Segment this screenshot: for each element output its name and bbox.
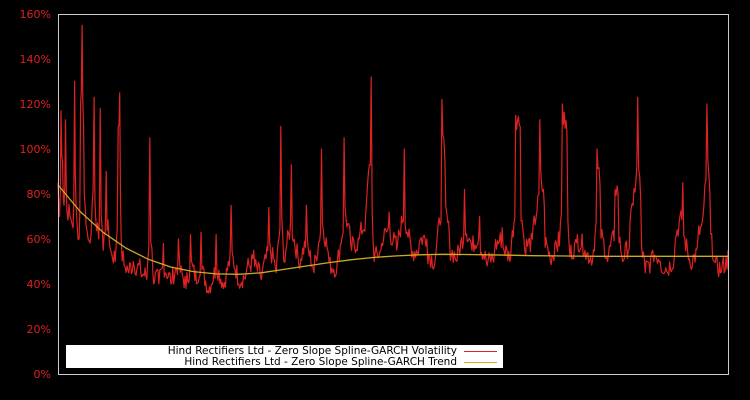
trend-line [57, 184, 728, 275]
y-tick-label: 140% [20, 53, 51, 66]
y-tick-label: 0% [34, 368, 51, 381]
y-axis-ticks: 0% 20% 40% 60% 80% 100% 120% 140% 160% [20, 8, 51, 381]
volatility-line [57, 24, 729, 294]
y-tick-label: 20% [27, 323, 51, 336]
legend-swatch-volatility [464, 351, 497, 352]
y-tick-label: 40% [27, 278, 51, 291]
legend-swatch-trend [464, 362, 497, 363]
y-tick-label: 80% [27, 188, 51, 201]
legend-item-trend-label: Hind Rectifiers Ltd - Zero Slope Spline-… [184, 356, 457, 368]
y-tick-label: 120% [20, 98, 51, 111]
series-layer [57, 24, 729, 294]
y-tick-label: 100% [20, 143, 51, 156]
y-tick-label: 160% [20, 8, 51, 21]
legend: Hind Rectifiers Ltd - Zero Slope Spline-… [66, 345, 503, 368]
plot-area-border [58, 14, 729, 375]
legend-item-volatility-label: Hind Rectifiers Ltd - Zero Slope Spline-… [167, 345, 457, 357]
y-tick-label: 60% [27, 233, 51, 246]
